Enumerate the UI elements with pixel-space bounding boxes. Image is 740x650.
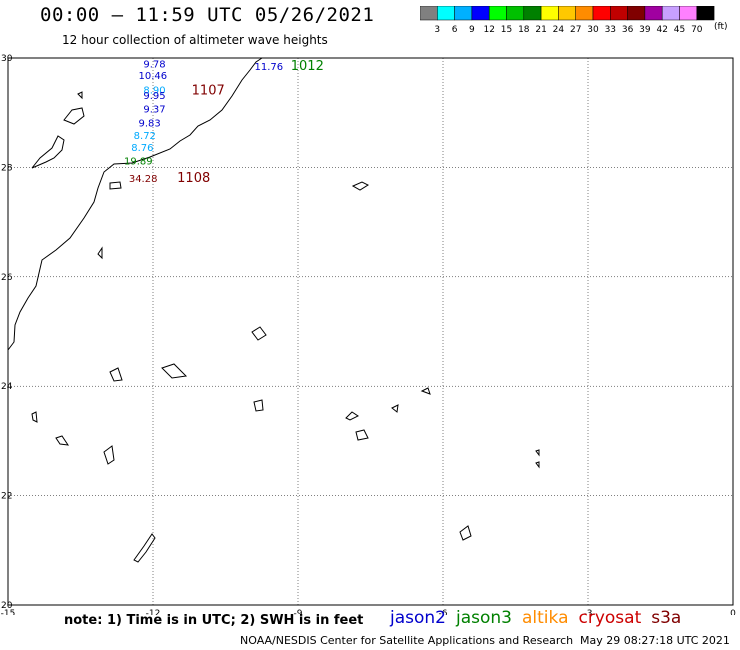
- island-outline: [77, 91, 83, 100]
- swh-value-label: 11.76: [255, 62, 284, 73]
- pass-time-label: 1012: [291, 59, 324, 74]
- pass-time-label: 1107: [192, 84, 225, 99]
- scale-swatch: [679, 6, 698, 21]
- island-outline: [31, 135, 65, 169]
- island-outline: [391, 404, 399, 413]
- island-outline: [535, 461, 540, 469]
- satellite-legend-item: jason3: [456, 608, 512, 628]
- satellite-legend-item: altika: [522, 608, 569, 628]
- scale-swatch: [644, 6, 663, 21]
- latitude-tick-label: 24: [1, 382, 13, 392]
- satellite-legend-item: jason2: [390, 608, 446, 628]
- longitude-tick-label: -12: [146, 609, 161, 615]
- swh-value-label: 9.37: [143, 105, 165, 116]
- scale-swatch: [575, 6, 594, 21]
- scale-tick-label: 9: [469, 25, 475, 35]
- island-outline: [97, 246, 103, 260]
- island-outline: [345, 411, 359, 421]
- scale-tick-label: 30: [587, 25, 599, 35]
- island-outline: [63, 107, 85, 125]
- swh-value-label: 9.78: [143, 59, 165, 70]
- scale-tick-label: 15: [501, 25, 512, 35]
- scale-tick-label: 3: [434, 25, 440, 35]
- scale-tick-label: 36: [622, 25, 634, 35]
- island-outline: [355, 429, 369, 441]
- swh-value-label: 9.83: [139, 118, 161, 129]
- latitude-tick-label: 22: [1, 492, 12, 502]
- scale-tick-label: 27: [570, 25, 581, 35]
- scale-tick-label: 21: [535, 25, 546, 35]
- figure-title: 00:00 – 11:59 UTC 05/26/2021: [40, 4, 375, 26]
- island-outline: [103, 445, 115, 465]
- scale-swatch: [471, 6, 490, 21]
- longitude-tick-label: -15: [1, 609, 16, 615]
- island-outline: [55, 435, 70, 446]
- scale-tick-label: 12: [483, 25, 494, 35]
- swh-value-label: 8.90: [143, 86, 165, 97]
- swh-value-label: 19.89: [124, 157, 153, 168]
- scale-tick-label: 6: [452, 25, 458, 35]
- swh-value-label: 34.28: [129, 174, 158, 185]
- island-outline: [459, 525, 472, 541]
- latitude-tick-label: 26: [1, 273, 13, 283]
- scale-swatch: [696, 6, 715, 21]
- swh-value-label: 8.76: [131, 143, 153, 154]
- swh-value-label: 10.46: [139, 71, 168, 82]
- scale-swatch: [661, 6, 680, 21]
- scale-swatch: [437, 6, 455, 21]
- scale-swatch: [454, 6, 473, 21]
- figure-subtitle: 12 hour collection of altimeter wave hei…: [62, 33, 328, 47]
- map-frame: [7, 57, 734, 606]
- scale-tick-label: 24: [553, 25, 565, 35]
- scale-tick-label: 18: [518, 25, 530, 35]
- island-outline: [251, 326, 267, 341]
- island-outline: [31, 411, 38, 423]
- latitude-tick-label: 30: [1, 54, 13, 64]
- island-outline: [109, 181, 122, 190]
- island-outline: [253, 399, 264, 412]
- credit-text: NOAA/NESDIS Center for Satellite Applica…: [240, 634, 574, 647]
- scale-tick-label: 39: [639, 25, 651, 35]
- island-outline: [109, 367, 123, 382]
- scale-swatch: [540, 6, 559, 21]
- scale-tick-label: 42: [656, 25, 667, 35]
- longitude-tick-label: -3: [584, 609, 593, 615]
- island-outline: [161, 363, 188, 379]
- scale-swatch: [592, 6, 611, 21]
- swh-value-label: 8.72: [134, 131, 156, 142]
- island-outline: [351, 181, 370, 191]
- scale-tick-label: 45: [674, 25, 685, 35]
- swh-value-label: 9.95: [143, 91, 165, 102]
- longitude-tick-label: 0: [730, 609, 736, 615]
- scale-tick-label: 33: [605, 25, 616, 35]
- satellite-legend-item: s3a: [651, 608, 682, 628]
- map-canvas: -15 -12 -9 -6 -3 03028262422209.7810.468.909.…: [1, 54, 736, 615]
- island-outline: [133, 533, 156, 563]
- african-coastline: [7, 57, 263, 351]
- longitude-tick-label: -9: [294, 609, 303, 615]
- island-outline: [535, 449, 540, 457]
- longitude-tick-label: -6: [439, 609, 448, 615]
- satellite-legend: jason2 jason3 altika cryosat s3a: [390, 608, 691, 628]
- scale-unit: (ft): [714, 22, 728, 32]
- scale-swatch: [558, 6, 576, 21]
- scale-swatch: [523, 6, 542, 21]
- island-outline: [420, 387, 431, 395]
- scale-swatch: [610, 6, 628, 21]
- scale-swatch: [506, 6, 525, 21]
- scale-tick-label: 70: [691, 25, 703, 35]
- latitude-tick-label: 20: [1, 601, 13, 611]
- wave-height-color-scale: 3 6 9 12 15 18 21 24 27 30 33 36 39 42 45 70: [420, 6, 715, 35]
- footnote: note: 1) Time is in UTC; 2) SWH is in fe…: [64, 613, 364, 628]
- scale-swatch: [420, 6, 438, 21]
- pass-time-label: 1108: [177, 171, 210, 186]
- latitude-tick-label: 28: [1, 163, 13, 173]
- satellite-legend-item: cryosat: [578, 608, 642, 628]
- scale-swatch: [627, 6, 646, 21]
- scale-swatch: [488, 6, 507, 21]
- timestamp-text: May 29 08:27:18 UTC 2021: [580, 634, 730, 647]
